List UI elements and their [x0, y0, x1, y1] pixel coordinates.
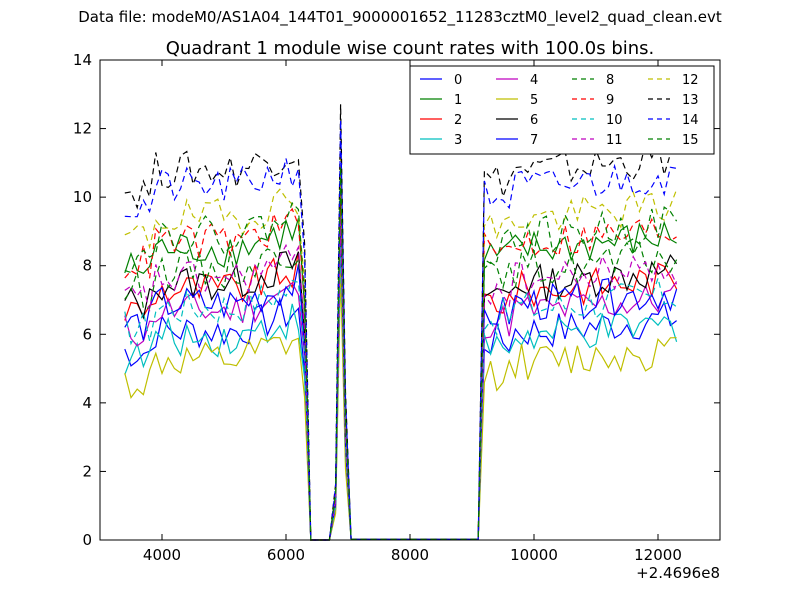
x-tick-label-2: 8000 — [391, 546, 429, 564]
series-line-5 — [124, 273, 677, 541]
legend-label-8: 8 — [606, 73, 614, 88]
y-tick-label-6: 12 — [73, 120, 92, 138]
series-line-7 — [124, 212, 678, 541]
legend-label-1: 1 — [454, 93, 462, 108]
legend-label-11: 11 — [606, 133, 623, 148]
y-tick-label-4: 8 — [82, 257, 92, 275]
x-tick-label-1: 6000 — [267, 546, 305, 564]
y-tick-label-1: 2 — [82, 462, 92, 480]
legend-label-9: 9 — [606, 93, 614, 108]
series-line-13 — [124, 104, 678, 541]
legend-label-6: 6 — [530, 113, 538, 128]
x-offset-label: +2.4696e8 — [636, 564, 720, 582]
legend-label-5: 5 — [530, 93, 538, 108]
series-line-1 — [124, 165, 677, 541]
series-layer — [124, 104, 678, 541]
series-line-3 — [124, 252, 678, 541]
x-tick-label-0: 4000 — [143, 546, 181, 564]
legend-label-4: 4 — [530, 73, 538, 88]
series-line-15 — [124, 166, 678, 541]
legend-label-13: 13 — [682, 93, 699, 108]
series-line-8 — [124, 210, 678, 541]
x-tick-label-4: 12000 — [634, 546, 682, 564]
legend-label-14: 14 — [682, 113, 699, 128]
legend-frame — [409, 65, 715, 155]
y-tick-label-3: 6 — [82, 325, 92, 343]
y-tick-label-5: 10 — [73, 188, 92, 206]
x-axis: 4000 6000 8000 10000 12000 — [143, 60, 682, 564]
y-tick-label-2: 4 — [82, 394, 92, 412]
legend-label-7: 7 — [530, 133, 538, 148]
legend-label-12: 12 — [682, 73, 699, 88]
x-tick-label-3: 10000 — [510, 546, 558, 564]
series-line-9 — [124, 181, 677, 541]
legend-label-2: 2 — [454, 113, 462, 128]
series-line-10 — [124, 245, 677, 541]
chart-title: Quadrant 1 module wise count rates with … — [166, 38, 655, 59]
series-line-14 — [124, 119, 677, 541]
legend-label-15: 15 — [682, 133, 699, 148]
y-tick-label-7: 14 — [73, 51, 92, 69]
figure-suptitle: Data file: modeM0/AS1A04_144T01_90000016… — [78, 8, 722, 26]
legend-label-0: 0 — [454, 73, 462, 88]
legend-label-3: 3 — [454, 133, 462, 148]
legend-label-10: 10 — [606, 113, 623, 128]
series-line-0 — [124, 249, 677, 541]
series-line-11 — [124, 216, 678, 541]
series-line-4 — [124, 223, 678, 541]
y-tick-label-0: 0 — [82, 531, 92, 549]
